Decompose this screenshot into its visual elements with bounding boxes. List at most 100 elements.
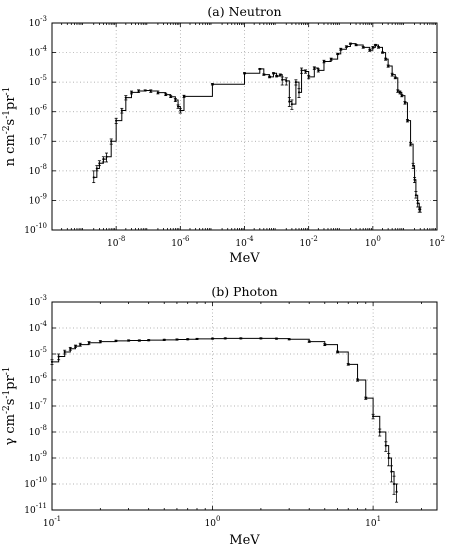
data-point <box>92 176 95 179</box>
data-point <box>300 69 303 72</box>
data-point <box>87 341 91 344</box>
data-point <box>403 101 407 104</box>
data-point <box>354 43 358 47</box>
data-point <box>174 98 177 102</box>
data-point <box>127 339 130 342</box>
data-point <box>394 76 397 79</box>
data-point <box>336 52 339 56</box>
data-point <box>243 72 246 75</box>
x-axis-label: MeV <box>229 251 260 266</box>
data-point <box>120 109 123 112</box>
data-point <box>211 337 214 340</box>
y-axis-label: n cm-2s-1pr-1 <box>2 87 18 167</box>
y-tick-label: 10-6 <box>29 104 48 118</box>
data-point <box>195 337 199 341</box>
data-point <box>372 415 375 418</box>
data-point <box>378 430 381 434</box>
y-tick-label: 10-9 <box>29 450 47 464</box>
photon-chart: (b) Photon 10-1 100 101 10-11 10-10 10-9 10-8 10… <box>2 284 438 548</box>
data-point <box>98 162 101 165</box>
series-line <box>52 337 398 492</box>
data-point <box>317 69 320 72</box>
chart-title: (b) Photon <box>211 284 277 299</box>
gridlines <box>52 302 437 510</box>
data-point <box>371 46 374 49</box>
data-point <box>95 167 98 170</box>
x-tick-label: 10-4 <box>235 235 254 249</box>
data-point <box>398 91 402 94</box>
data-point <box>381 51 384 54</box>
y-tick-label: 10-6 <box>29 372 48 386</box>
x-tick-label: 100 <box>205 515 221 529</box>
data-point <box>387 456 390 460</box>
data-point <box>294 81 297 84</box>
data-point <box>396 89 399 93</box>
y-tick-label: 10-7 <box>29 398 47 412</box>
y-tick-label: 10-7 <box>29 133 47 147</box>
data-point <box>169 95 172 98</box>
data-point <box>272 72 275 75</box>
data-point <box>149 89 152 93</box>
data-point <box>164 93 167 96</box>
data-point <box>279 73 282 76</box>
data-point <box>336 350 339 354</box>
data-point <box>63 350 66 354</box>
x-tick-label: 10-6 <box>171 235 190 249</box>
series-0 <box>50 337 399 503</box>
neutron-chart: (a) Neutron 10-8 10-6 10-4 10-2 100 102 10-10 10… <box>2 4 445 266</box>
chart-title: (a) Neutron <box>207 4 281 19</box>
x-tick-label: 10-1 <box>43 515 61 529</box>
data-point <box>400 94 403 97</box>
data-point <box>239 337 242 340</box>
data-point <box>224 337 227 340</box>
data-point <box>144 89 147 92</box>
y-tick-label: 10-9 <box>29 192 47 206</box>
data-point <box>414 194 418 197</box>
gridlines <box>52 23 437 230</box>
data-point <box>413 178 416 181</box>
data-point <box>384 58 387 61</box>
data-point <box>179 109 182 112</box>
data-point <box>182 95 186 98</box>
y-tick-label: 10-8 <box>29 163 47 177</box>
y-tick-label: 10-5 <box>29 346 47 360</box>
data-point <box>419 208 422 211</box>
data-point <box>74 345 77 348</box>
data-point <box>79 343 82 346</box>
data-point <box>339 48 342 51</box>
x-axis-label: MeV <box>229 533 260 548</box>
x-tick-label: 102 <box>429 235 445 249</box>
plot-frame <box>51 22 438 231</box>
data-point <box>323 343 326 346</box>
data-point <box>110 140 113 143</box>
y-tick-label: 10-10 <box>24 222 47 236</box>
data-point <box>364 397 367 400</box>
data-point <box>138 339 141 342</box>
data-point <box>163 338 166 341</box>
data-point <box>322 60 326 63</box>
data-point <box>304 70 307 73</box>
data-point <box>156 91 160 94</box>
y-axis-label: γ cm-2s-1pr-1 <box>2 366 18 445</box>
y-tick-label: 10-3 <box>29 294 47 308</box>
data-point <box>384 444 387 447</box>
series-0 <box>92 42 422 213</box>
data-point <box>114 339 117 342</box>
data-point <box>297 91 301 94</box>
data-point <box>259 337 262 340</box>
data-point <box>290 103 293 106</box>
y-tick-label: 10-8 <box>29 424 47 438</box>
x-tick-label: 101 <box>365 515 381 529</box>
data-point <box>281 78 284 81</box>
y-tick-label: 10-10 <box>24 476 47 490</box>
data-point <box>268 75 271 79</box>
data-point <box>347 363 350 366</box>
plot-frame <box>51 301 438 511</box>
data-point <box>345 45 348 48</box>
data-point <box>175 338 179 341</box>
y-tick-label: 10-4 <box>29 320 48 334</box>
data-point <box>211 83 214 86</box>
data-point <box>390 470 393 473</box>
x-tick-label: 10-8 <box>107 235 125 249</box>
